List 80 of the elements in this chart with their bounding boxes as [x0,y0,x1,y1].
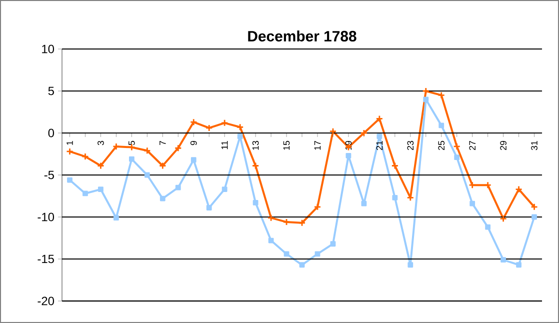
point [82,152,89,160]
y-tick-label: -10 [38,212,54,222]
point [468,181,476,189]
point [205,124,213,132]
point [330,241,336,247]
x-tick-label: 23 [407,140,414,150]
y-tick-label: 5 [48,86,54,96]
point [532,214,537,220]
x-tick-label: 21 [376,140,383,150]
point [190,157,196,163]
point [376,115,384,122]
point [175,184,181,190]
point [252,200,258,206]
x-tick-label: 17 [314,140,321,150]
point [267,214,275,222]
point [485,224,491,230]
point [423,96,429,102]
point [361,200,367,206]
point [114,215,119,221]
x-tick-label: 7 [160,140,166,146]
point [470,200,476,206]
point [282,218,290,226]
point [500,214,507,222]
x-tick-label: 1 [66,140,73,145]
point [252,162,260,170]
x-tick-label: 9 [190,140,197,146]
point [438,92,446,99]
point [346,152,352,158]
point [144,172,150,178]
point [67,177,72,183]
x-tick-label: 29 [500,140,506,150]
x-tick-label: 13 [252,140,259,150]
point [97,162,104,170]
point [408,262,414,268]
point [376,134,382,140]
y-tick-label: -15 [38,254,54,264]
point [484,181,492,189]
point [314,203,322,211]
point [206,205,212,210]
x-tick-label: 31 [531,140,538,150]
point [220,119,228,127]
x-tick-label: 3 [98,140,104,146]
y-tick-label: -5 [44,170,54,180]
point [454,154,460,160]
point [314,251,320,257]
point [329,128,337,136]
point [268,238,274,244]
point [391,162,399,170]
point [453,142,461,150]
point [392,194,398,200]
point [128,156,134,162]
point [516,262,522,268]
point [500,257,506,263]
y-tick-label: -20 [38,296,54,306]
chart-title: December 1788 [248,30,356,42]
point [143,146,151,154]
point [422,87,430,95]
point [237,134,243,140]
point [360,129,368,137]
point [284,251,290,257]
x-tick-label: 25 [438,140,445,150]
x-tick-label: 11 [222,140,228,150]
point [299,262,305,268]
point [158,162,166,170]
point [174,144,182,152]
y-tick-label: 0 [48,128,54,138]
x-tick-label: 5 [128,140,135,146]
point [236,123,244,131]
point [298,219,306,227]
point [190,118,198,126]
point [98,186,104,192]
x-tick-label: 27 [469,140,476,150]
point [160,196,166,202]
point [438,122,444,128]
point [82,190,88,196]
point [222,186,228,192]
y-tick-label: 10 [42,44,54,54]
point [112,142,120,150]
point [515,186,522,193]
x-tick-label: 15 [283,140,290,150]
